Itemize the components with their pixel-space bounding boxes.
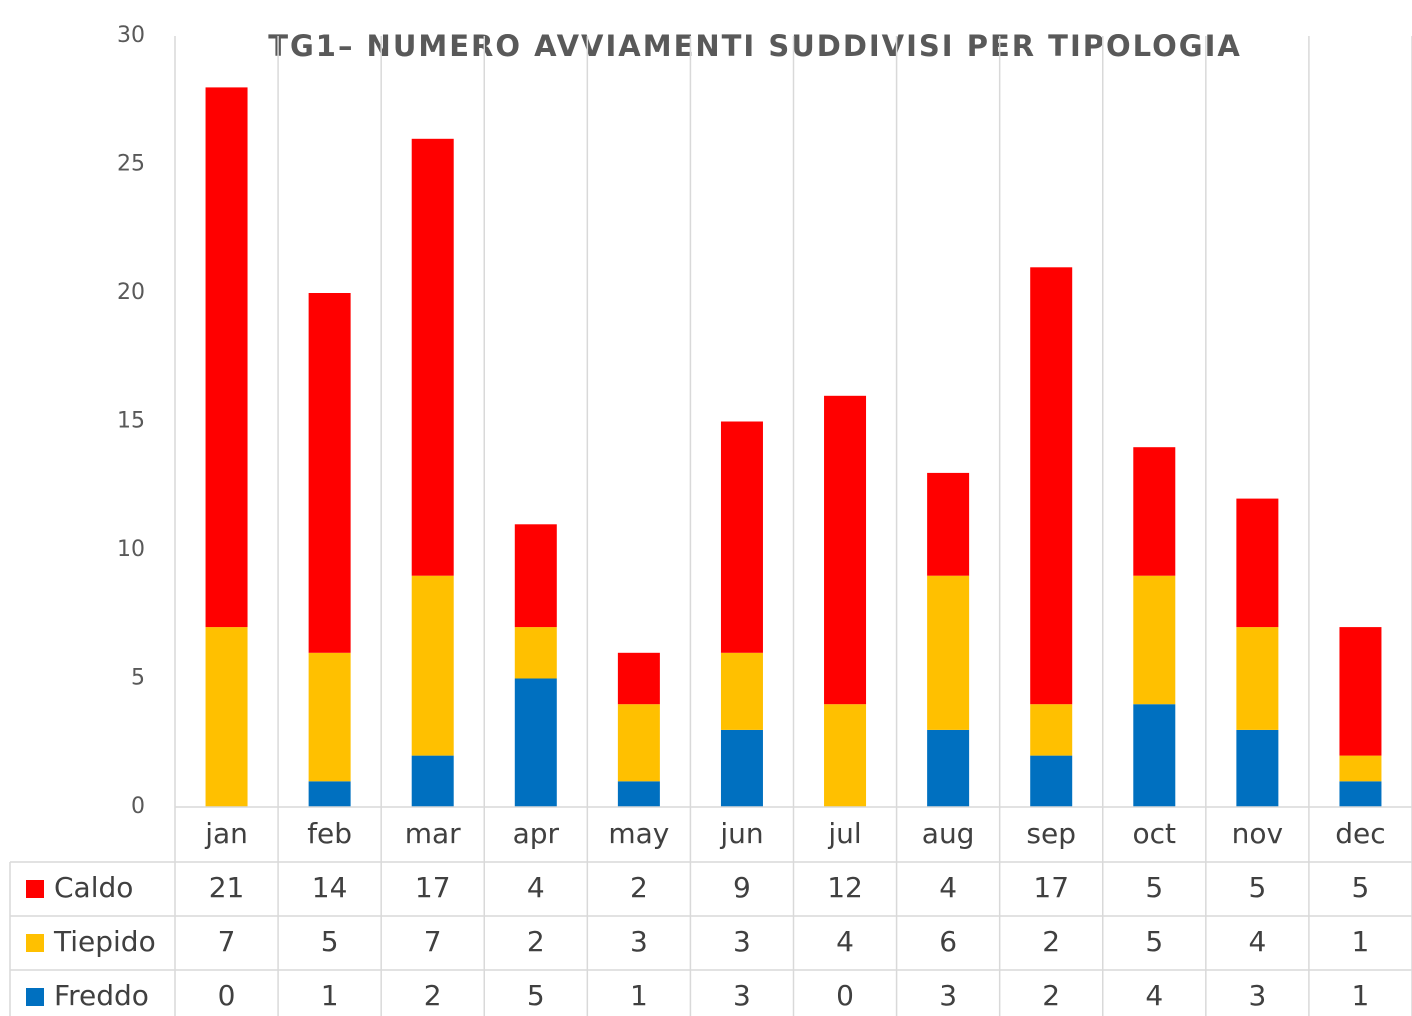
- bar: [308, 652, 351, 782]
- bar: [514, 678, 557, 807]
- bar: [720, 421, 763, 653]
- bar: [1030, 267, 1073, 705]
- legend-label: Freddo: [54, 979, 149, 1012]
- table-cell: 7: [424, 925, 442, 958]
- table-cell: 9: [733, 871, 751, 904]
- table-cell: 3: [630, 925, 648, 958]
- y-tick-label: 20: [117, 280, 145, 305]
- table-cell: 21: [209, 871, 245, 904]
- bar: [514, 524, 557, 628]
- x-tick-label: may: [608, 817, 669, 850]
- table-cell: 3: [733, 979, 751, 1012]
- bar: [617, 704, 660, 782]
- table-cell: 0: [836, 979, 854, 1012]
- table-cell: 0: [218, 979, 236, 1012]
- table-cell: 1: [321, 979, 339, 1012]
- x-tick-label: mar: [405, 817, 461, 850]
- y-tick-label: 0: [131, 794, 145, 819]
- x-tick-label: nov: [1232, 817, 1283, 850]
- table-cell: 1: [1352, 979, 1370, 1012]
- table-cell: 3: [939, 979, 957, 1012]
- bar: [1339, 755, 1382, 782]
- chart-title: TG1– NUMERO AVVIAMENTI SUDDIVISI PER TIP…: [268, 29, 1242, 63]
- table-cell: 1: [1352, 925, 1370, 958]
- bar: [617, 652, 660, 705]
- legend-swatch: [26, 934, 44, 952]
- legend-swatch: [26, 988, 44, 1006]
- table-cell: 5: [1352, 871, 1370, 904]
- bar: [1030, 755, 1073, 807]
- table-cell: 12: [827, 871, 863, 904]
- bar: [1133, 704, 1176, 807]
- bar: [1030, 704, 1073, 756]
- legend-label: Caldo: [54, 871, 133, 904]
- bar: [617, 781, 660, 807]
- x-tick-label: sep: [1026, 817, 1076, 850]
- bar: [824, 704, 867, 807]
- table-cell: 17: [1033, 871, 1069, 904]
- bar: [411, 755, 454, 807]
- bar: [824, 395, 867, 705]
- x-tick-label: feb: [307, 817, 352, 850]
- bar: [1339, 627, 1382, 756]
- y-tick-label: 25: [117, 152, 145, 177]
- bar: [1133, 575, 1176, 705]
- table-cell: 1: [630, 979, 648, 1012]
- y-tick-label: 15: [117, 409, 145, 434]
- table-cell: 4: [1145, 979, 1163, 1012]
- table-cell: 2: [1042, 979, 1060, 1012]
- legend-label: Tiepido: [53, 925, 156, 958]
- table-cell: 14: [312, 871, 348, 904]
- bar: [205, 627, 248, 807]
- bar: [720, 729, 763, 807]
- bar: [927, 729, 970, 807]
- bar: [1236, 729, 1279, 807]
- x-tick-label: jan: [204, 817, 248, 850]
- table-cell: 5: [321, 925, 339, 958]
- table-cell: 6: [939, 925, 957, 958]
- x-tick-label: aug: [922, 817, 975, 850]
- bar: [308, 293, 351, 653]
- table-cell: 5: [527, 979, 545, 1012]
- table-cell: 4: [1248, 925, 1266, 958]
- x-tick-label: apr: [513, 817, 560, 850]
- table-cell: 4: [939, 871, 957, 904]
- table-cell: 2: [630, 871, 648, 904]
- bar: [514, 627, 557, 679]
- bar: [411, 575, 454, 756]
- table-cell: 17: [415, 871, 451, 904]
- table-cell: 2: [1042, 925, 1060, 958]
- x-tick-label: jun: [719, 817, 763, 850]
- bar: [411, 138, 454, 576]
- table-cell: 7: [218, 925, 236, 958]
- table-cell: 5: [1145, 925, 1163, 958]
- bar: [927, 575, 970, 730]
- x-tick-label: dec: [1335, 817, 1385, 850]
- bar: [308, 781, 351, 807]
- bar: [1236, 498, 1279, 628]
- table-cell: 2: [527, 925, 545, 958]
- bar: [1339, 781, 1382, 807]
- bar: [1236, 627, 1279, 730]
- bar: [205, 87, 248, 628]
- y-tick-label: 5: [131, 666, 145, 691]
- y-tick-label: 30: [117, 23, 145, 48]
- table-cell: 5: [1145, 871, 1163, 904]
- table-cell: 4: [527, 871, 545, 904]
- table-cell: 3: [1248, 979, 1266, 1012]
- y-tick-label: 10: [117, 537, 145, 562]
- bar: [1133, 447, 1176, 576]
- x-tick-label: jul: [827, 817, 861, 850]
- x-tick-label: oct: [1133, 817, 1177, 850]
- table-cell: 4: [836, 925, 854, 958]
- table-cell: 2: [424, 979, 442, 1012]
- table-cell: 3: [733, 925, 751, 958]
- bar: [720, 652, 763, 730]
- table-cell: 5: [1248, 871, 1266, 904]
- legend-swatch: [26, 880, 44, 898]
- bar: [927, 472, 970, 576]
